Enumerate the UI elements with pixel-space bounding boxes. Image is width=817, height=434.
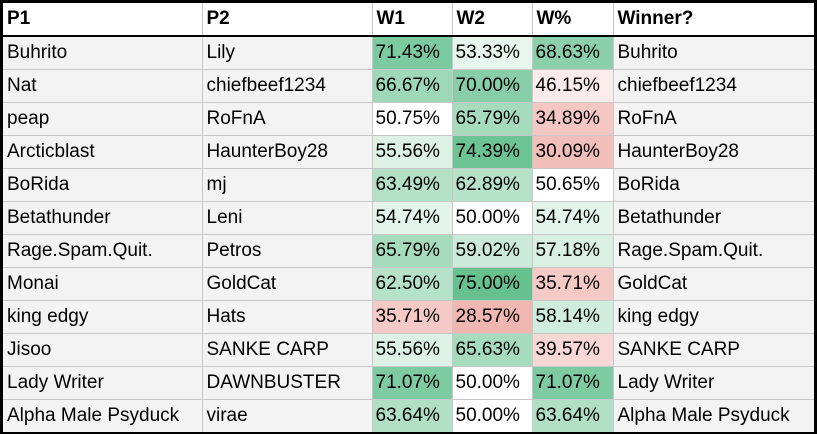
p2-cell[interactable]: Petros bbox=[202, 234, 373, 268]
table-row: Monai GoldCat 62.50% 75.00% 35.71% GoldCat bbox=[3, 267, 814, 301]
table-row: Nat chiefbeef1234 66.67% 70.00% 46.15% chiefb… bbox=[3, 69, 814, 103]
results-table: P1 P2 W1 W2 W% Winner? Buhrito Lily 71.43%… bbox=[3, 3, 814, 432]
winner-cell[interactable]: Alpha Male Psyduck bbox=[613, 399, 814, 432]
win-percent-cell[interactable]: 58.14% bbox=[532, 300, 614, 334]
header-row: P1 P2 W1 W2 W% Winner? bbox=[3, 3, 814, 37]
winner-cell[interactable]: Rage.Spam.Quit. bbox=[613, 234, 814, 268]
w2-cell[interactable]: 53.33% bbox=[452, 36, 533, 70]
p2-cell[interactable]: Lily bbox=[202, 36, 373, 70]
w1-cell[interactable]: 55.56% bbox=[372, 135, 453, 169]
table-row: Alpha Male Psyduck virae 63.64% 50.00% 63.64… bbox=[3, 399, 814, 432]
win-percent-cell[interactable]: 50.65% bbox=[532, 168, 614, 202]
p2-cell[interactable]: DAWNBUSTER bbox=[202, 366, 373, 400]
win-percent-cell[interactable]: 71.07% bbox=[532, 366, 614, 400]
table-row: Rage.Spam.Quit. Petros 65.79% 59.02% 57.18% R… bbox=[3, 234, 814, 268]
header-w1[interactable]: W1 bbox=[372, 3, 453, 37]
p1-cell[interactable]: Monai bbox=[3, 267, 203, 301]
p2-cell[interactable]: chiefbeef1234 bbox=[202, 69, 373, 103]
w2-cell[interactable]: 50.00% bbox=[452, 399, 533, 432]
p1-cell[interactable]: Jisoo bbox=[3, 333, 203, 367]
p2-cell[interactable]: GoldCat bbox=[202, 267, 373, 301]
w2-cell[interactable]: 74.39% bbox=[452, 135, 533, 169]
p1-cell[interactable]: Alpha Male Psyduck bbox=[3, 399, 203, 432]
winner-cell[interactable]: BoRida bbox=[613, 168, 814, 202]
win-percent-cell[interactable]: 30.09% bbox=[532, 135, 614, 169]
p1-cell[interactable]: king edgy bbox=[3, 300, 203, 334]
winner-cell[interactable]: HaunterBoy28 bbox=[613, 135, 814, 169]
winner-cell[interactable]: Betathunder bbox=[613, 201, 814, 235]
w1-cell[interactable]: 65.79% bbox=[372, 234, 453, 268]
p2-cell[interactable]: mj bbox=[202, 168, 373, 202]
header-w2[interactable]: W2 bbox=[452, 3, 533, 37]
header-winner[interactable]: Winner? bbox=[613, 3, 814, 37]
win-percent-cell[interactable]: 54.74% bbox=[532, 201, 614, 235]
w2-cell[interactable]: 59.02% bbox=[452, 234, 533, 268]
w2-cell[interactable]: 50.00% bbox=[452, 366, 533, 400]
table-row: king edgy Hats 35.71% 28.57% 58.14% king edgy bbox=[3, 300, 814, 334]
w2-cell[interactable]: 62.89% bbox=[452, 168, 533, 202]
win-percent-cell[interactable]: 46.15% bbox=[532, 69, 614, 103]
winner-cell[interactable]: SANKE CARP bbox=[613, 333, 814, 367]
w1-cell[interactable]: 71.43% bbox=[372, 36, 453, 70]
p2-cell[interactable]: virae bbox=[202, 399, 373, 432]
winner-cell[interactable]: king edgy bbox=[613, 300, 814, 334]
p2-cell[interactable]: Leni bbox=[202, 201, 373, 235]
w2-cell[interactable]: 70.00% bbox=[452, 69, 533, 103]
w1-cell[interactable]: 63.49% bbox=[372, 168, 453, 202]
p1-cell[interactable]: Arcticblast bbox=[3, 135, 203, 169]
w1-cell[interactable]: 63.64% bbox=[372, 399, 453, 432]
w1-cell[interactable]: 54.74% bbox=[372, 201, 453, 235]
win-percent-cell[interactable]: 39.57% bbox=[532, 333, 614, 367]
table-row: Betathunder Leni 54.74% 50.00% 54.74% Betathu… bbox=[3, 201, 814, 235]
w2-cell[interactable]: 28.57% bbox=[452, 300, 533, 334]
win-percent-cell[interactable]: 35.71% bbox=[532, 267, 614, 301]
p2-cell[interactable]: RoFnA bbox=[202, 102, 373, 136]
winner-cell[interactable]: Lady Writer bbox=[613, 366, 814, 400]
p1-cell[interactable]: peap bbox=[3, 102, 203, 136]
winner-cell[interactable]: GoldCat bbox=[613, 267, 814, 301]
table-row: Jisoo SANKE CARP 55.56% 65.63% 39.57% SANKE C… bbox=[3, 333, 814, 367]
w2-cell[interactable]: 75.00% bbox=[452, 267, 533, 301]
table-row: BoRida mj 63.49% 62.89% 50.65% BoRida bbox=[3, 168, 814, 202]
header-p2[interactable]: P2 bbox=[202, 3, 373, 37]
p2-cell[interactable]: HaunterBoy28 bbox=[202, 135, 373, 169]
w1-cell[interactable]: 62.50% bbox=[372, 267, 453, 301]
win-percent-cell[interactable]: 68.63% bbox=[532, 36, 614, 70]
p1-cell[interactable]: Rage.Spam.Quit. bbox=[3, 234, 203, 268]
w1-cell[interactable]: 66.67% bbox=[372, 69, 453, 103]
header-p1[interactable]: P1 bbox=[3, 3, 203, 37]
w1-cell[interactable]: 71.07% bbox=[372, 366, 453, 400]
winner-cell[interactable]: chiefbeef1234 bbox=[613, 69, 814, 103]
winner-cell[interactable]: Buhrito bbox=[613, 36, 814, 70]
w2-cell[interactable]: 50.00% bbox=[452, 201, 533, 235]
table-row: Buhrito Lily 71.43% 53.33% 68.63% Buhrito bbox=[3, 36, 814, 70]
table-row: Lady Writer DAWNBUSTER 71.07% 50.00% 71.07% L… bbox=[3, 366, 814, 400]
table-row: peap RoFnA 50.75% 65.79% 34.89% RoFnA bbox=[3, 102, 814, 136]
w2-cell[interactable]: 65.79% bbox=[452, 102, 533, 136]
p2-cell[interactable]: Hats bbox=[202, 300, 373, 334]
p1-cell[interactable]: Betathunder bbox=[3, 201, 203, 235]
p1-cell[interactable]: Nat bbox=[3, 69, 203, 103]
w1-cell[interactable]: 35.71% bbox=[372, 300, 453, 334]
win-percent-cell[interactable]: 34.89% bbox=[532, 102, 614, 136]
winner-cell[interactable]: RoFnA bbox=[613, 102, 814, 136]
w2-cell[interactable]: 65.63% bbox=[452, 333, 533, 367]
win-percent-cell[interactable]: 57.18% bbox=[532, 234, 614, 268]
win-percent-cell[interactable]: 63.64% bbox=[532, 399, 614, 432]
p1-cell[interactable]: BoRida bbox=[3, 168, 203, 202]
p1-cell[interactable]: Lady Writer bbox=[3, 366, 203, 400]
header-win-percent[interactable]: W% bbox=[532, 3, 614, 37]
table-row: Arcticblast HaunterBoy28 55.56% 74.39% 30.09… bbox=[3, 135, 814, 169]
p1-cell[interactable]: Buhrito bbox=[3, 36, 203, 70]
w1-cell[interactable]: 50.75% bbox=[372, 102, 453, 136]
w1-cell[interactable]: 55.56% bbox=[372, 333, 453, 367]
p2-cell[interactable]: SANKE CARP bbox=[202, 333, 373, 367]
